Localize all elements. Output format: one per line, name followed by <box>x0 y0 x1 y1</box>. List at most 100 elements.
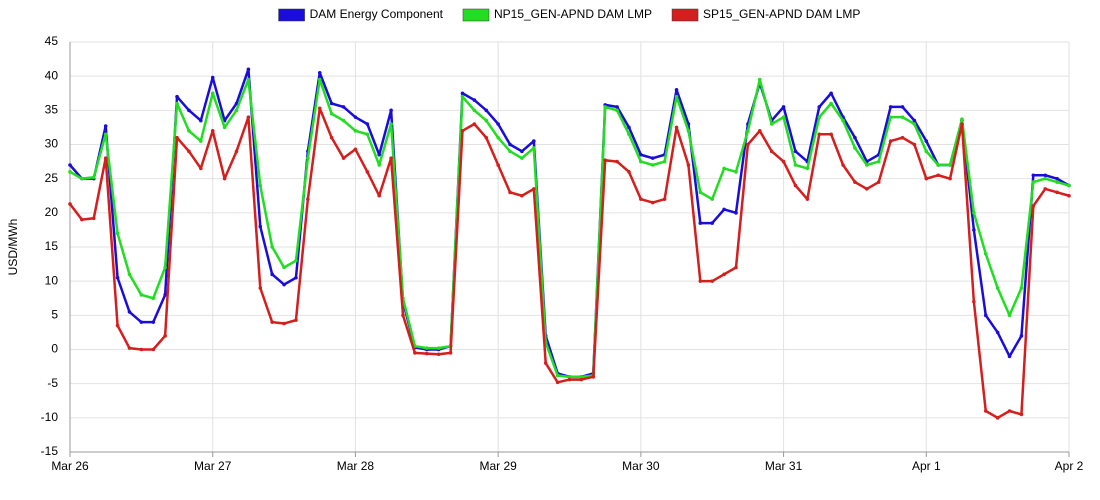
point <box>532 146 536 150</box>
point <box>615 108 619 113</box>
point <box>555 380 560 385</box>
point <box>960 122 964 126</box>
point <box>472 108 477 113</box>
point <box>436 346 441 350</box>
y-tick-label: -15 <box>41 444 59 458</box>
point <box>389 122 393 126</box>
point <box>1043 176 1048 181</box>
point <box>650 200 655 205</box>
x-tick-label: Apr 2 <box>1055 459 1084 473</box>
legend-label: DAM Energy Component <box>310 7 444 21</box>
point <box>258 286 263 290</box>
point <box>948 176 952 181</box>
point <box>793 183 798 188</box>
point <box>139 320 144 324</box>
point <box>115 275 120 280</box>
y-tick-label: -5 <box>47 376 58 390</box>
point <box>68 202 72 206</box>
point <box>389 108 393 113</box>
point <box>722 166 726 171</box>
point <box>210 75 215 80</box>
y-tick-label: -10 <box>41 410 59 424</box>
point <box>139 293 144 297</box>
point <box>912 122 917 126</box>
point <box>508 190 512 195</box>
point <box>1019 334 1024 338</box>
point <box>341 105 346 109</box>
point <box>246 67 251 72</box>
point <box>532 187 536 191</box>
point <box>163 265 167 270</box>
point <box>127 272 132 277</box>
point <box>972 211 976 215</box>
point <box>341 156 346 160</box>
legend-swatch <box>462 8 490 22</box>
point <box>627 132 631 137</box>
y-axis-label: USD/MWh <box>6 219 20 276</box>
point <box>924 139 929 143</box>
y-tick-label: 5 <box>51 308 58 322</box>
point <box>900 115 905 119</box>
point <box>829 91 833 96</box>
point <box>151 320 156 324</box>
point <box>1031 180 1036 184</box>
point <box>377 152 382 157</box>
point <box>210 91 215 96</box>
point <box>650 156 655 160</box>
point <box>888 139 893 143</box>
x-tick-label: Mar 26 <box>51 459 89 473</box>
point <box>377 193 382 198</box>
point <box>115 323 120 328</box>
point <box>234 108 239 113</box>
point <box>817 105 822 109</box>
point <box>579 377 584 382</box>
point <box>746 129 750 133</box>
point <box>865 163 869 167</box>
point <box>876 159 881 164</box>
point <box>769 122 774 126</box>
point <box>472 98 477 102</box>
x-tick-label: Mar 28 <box>337 459 375 473</box>
point <box>972 228 976 232</box>
point <box>91 216 96 221</box>
legend-swatch <box>278 8 305 22</box>
point <box>865 187 869 191</box>
point <box>163 293 167 297</box>
point <box>365 122 370 126</box>
point <box>567 375 572 379</box>
point <box>639 197 643 201</box>
y-tick-label: 0 <box>51 342 58 356</box>
point <box>294 275 298 280</box>
point <box>306 197 310 201</box>
point <box>912 142 917 147</box>
point <box>734 170 738 174</box>
point <box>460 129 465 133</box>
point <box>353 147 358 152</box>
point <box>246 115 251 119</box>
point <box>698 190 703 195</box>
point <box>175 94 179 99</box>
point <box>127 310 132 314</box>
legend-item: SP15_GEN-APND DAM LMP <box>671 7 860 22</box>
point <box>496 163 500 167</box>
point <box>103 156 108 160</box>
point <box>377 163 382 167</box>
x-tick-label: Mar 27 <box>194 459 232 473</box>
point <box>353 129 358 133</box>
point <box>258 224 263 229</box>
point <box>900 135 905 140</box>
point <box>448 351 453 355</box>
point <box>436 352 441 357</box>
point <box>127 346 132 350</box>
point <box>734 265 738 270</box>
point <box>1031 204 1036 208</box>
point <box>424 351 429 356</box>
point <box>674 94 679 99</box>
point <box>734 211 738 215</box>
point <box>1007 354 1012 359</box>
point <box>80 176 84 181</box>
point <box>91 175 96 180</box>
point <box>496 122 500 126</box>
point <box>68 170 72 174</box>
point <box>829 101 833 106</box>
